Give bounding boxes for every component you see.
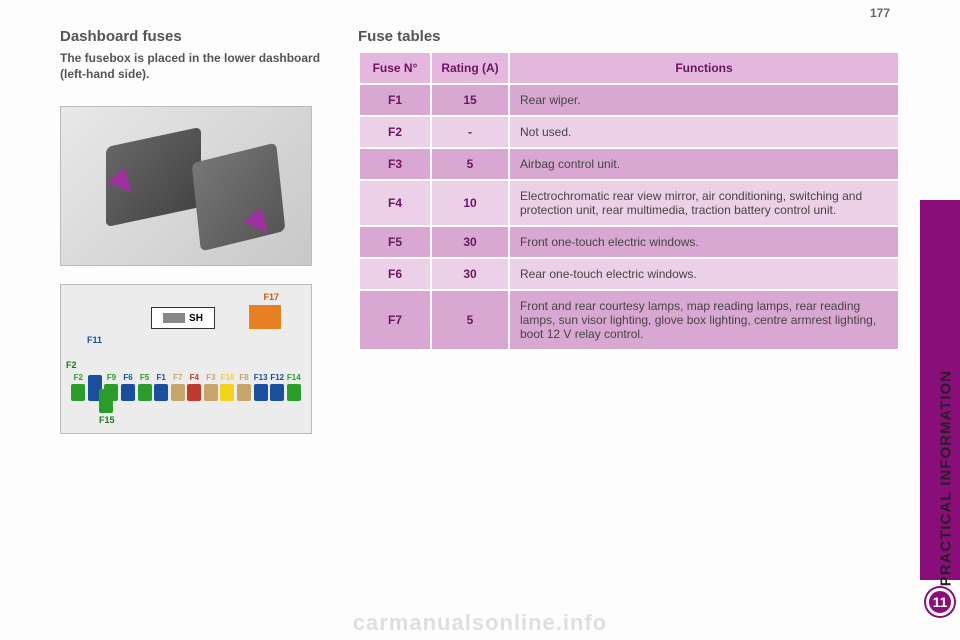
cell-function: Not used. — [509, 116, 899, 148]
fuse-body-icon — [187, 384, 201, 401]
chapter-badge: 11 — [926, 588, 954, 616]
cell-function: Front one-touch electric windows. — [509, 226, 899, 258]
cell-fuse: F3 — [359, 148, 431, 180]
fuse-F10: F10 — [220, 373, 235, 401]
fuse-F12: F12 — [270, 373, 285, 401]
cell-fuse: F2 — [359, 116, 431, 148]
table-row: F115Rear wiper. — [359, 84, 899, 116]
fuse-label: F13 — [254, 373, 268, 382]
cell-function: Airbag control unit. — [509, 148, 899, 180]
fuse-F6: F6 — [121, 373, 136, 401]
right-column: Fuse tables Fuse N° Rating (A) Functions… — [358, 28, 900, 434]
fuse-F5: F5 — [137, 373, 152, 401]
fuse-body-icon — [71, 384, 85, 401]
cell-rating: 30 — [431, 226, 509, 258]
cover-icon — [192, 143, 286, 252]
table-header-row: Fuse N° Rating (A) Functions — [359, 52, 899, 84]
page-number: 177 — [870, 6, 890, 20]
cell-function: Electrochromatic rear view mirror, air c… — [509, 180, 899, 226]
table-row: F410Electrochromatic rear view mirror, a… — [359, 180, 899, 226]
fuse-f17 — [249, 305, 281, 329]
fuse-F13: F13 — [253, 373, 268, 401]
table-body: F115Rear wiper.F2-Not used.F35Airbag con… — [359, 84, 899, 350]
fuse-body-icon — [204, 384, 218, 401]
fuse-body-icon — [121, 384, 135, 401]
th-functions: Functions — [509, 52, 899, 84]
fuse-f15 — [99, 389, 113, 413]
fuse-body-icon — [237, 384, 251, 401]
fuse-F2: F2 — [71, 373, 86, 401]
fuse-label: F4 — [190, 373, 199, 382]
fuse-F7: F7 — [170, 373, 185, 401]
watermark: carmanualsonline.info — [353, 610, 608, 636]
left-column: Dashboard fuses The fusebox is placed in… — [60, 28, 340, 434]
fuse-tables-heading: Fuse tables — [358, 28, 900, 45]
cell-fuse: F7 — [359, 290, 431, 350]
cell-function: Front and rear courtesy lamps, map readi… — [509, 290, 899, 350]
table-row: F630Rear one-touch electric windows. — [359, 258, 899, 290]
fuse-label: F7 — [173, 373, 182, 382]
fuse-body-icon — [138, 384, 152, 401]
fuse-body-icon — [287, 384, 301, 401]
content: Dashboard fuses The fusebox is placed in… — [60, 28, 900, 434]
fuse-label: F14 — [287, 373, 301, 382]
cell-rating: 10 — [431, 180, 509, 226]
cell-rating: 5 — [431, 148, 509, 180]
fuse-body-icon — [254, 384, 268, 401]
fuse-label: F9 — [107, 373, 116, 382]
sh-slot-icon — [163, 313, 185, 323]
fuse-F8: F8 — [237, 373, 252, 401]
side-tab-label: PRACTICAL INFORMATION — [937, 370, 954, 586]
f2-side-label: F2 — [66, 360, 77, 370]
table-row: F530Front one-touch electric windows. — [359, 226, 899, 258]
f15-label: F15 — [99, 415, 115, 425]
cell-rating: - — [431, 116, 509, 148]
page: 177 PRACTICAL INFORMATION 11 Dashboard f… — [0, 0, 960, 640]
fuse-label: F3 — [206, 373, 215, 382]
fuse-F3: F3 — [204, 373, 219, 401]
fuse-F1: F1 — [154, 373, 169, 401]
sh-label: SH — [189, 313, 203, 324]
fuse-label: F6 — [123, 373, 132, 382]
dashboard-fuses-desc: The fusebox is placed in the lower dashb… — [60, 51, 340, 82]
th-fuse: Fuse N° — [359, 52, 431, 84]
cell-function: Rear wiper. — [509, 84, 899, 116]
th-rating: Rating (A) — [431, 52, 509, 84]
fuse-label: F2 — [74, 373, 83, 382]
cell-fuse: F5 — [359, 226, 431, 258]
fuse-label: F1 — [157, 373, 166, 382]
fuse-F14: F14 — [287, 373, 302, 401]
fusebox-photo — [60, 106, 312, 266]
fuse-label: F8 — [239, 373, 248, 382]
cell-function: Rear one-touch electric windows. — [509, 258, 899, 290]
cell-rating: 30 — [431, 258, 509, 290]
cell-rating: 15 — [431, 84, 509, 116]
dashboard-fuses-heading: Dashboard fuses — [60, 28, 340, 45]
cell-fuse: F4 — [359, 180, 431, 226]
fuse-label: F5 — [140, 373, 149, 382]
fuse-label: F10 — [221, 373, 235, 382]
table-row: F35Airbag control unit. — [359, 148, 899, 180]
sh-box: SH — [151, 307, 215, 329]
f11-label: F11 — [87, 335, 102, 345]
table-row: F2-Not used. — [359, 116, 899, 148]
fuse-label: F12 — [270, 373, 284, 382]
fuse-layout-diagram: SH F17 F11 F2 F2F9F6F5F1F7F4F3F10F8F13F1… — [60, 284, 312, 434]
fuse-body-icon — [220, 384, 234, 401]
f17-label: F17 — [263, 292, 279, 302]
fuse-table: Fuse N° Rating (A) Functions F115Rear wi… — [358, 51, 900, 351]
cell-fuse: F6 — [359, 258, 431, 290]
fuse-body-icon — [270, 384, 284, 401]
cell-fuse: F1 — [359, 84, 431, 116]
fuse-body-icon — [154, 384, 168, 401]
fuse-body-icon — [171, 384, 185, 401]
cell-rating: 5 — [431, 290, 509, 350]
table-row: F75Front and rear courtesy lamps, map re… — [359, 290, 899, 350]
fuse-F4: F4 — [187, 373, 202, 401]
